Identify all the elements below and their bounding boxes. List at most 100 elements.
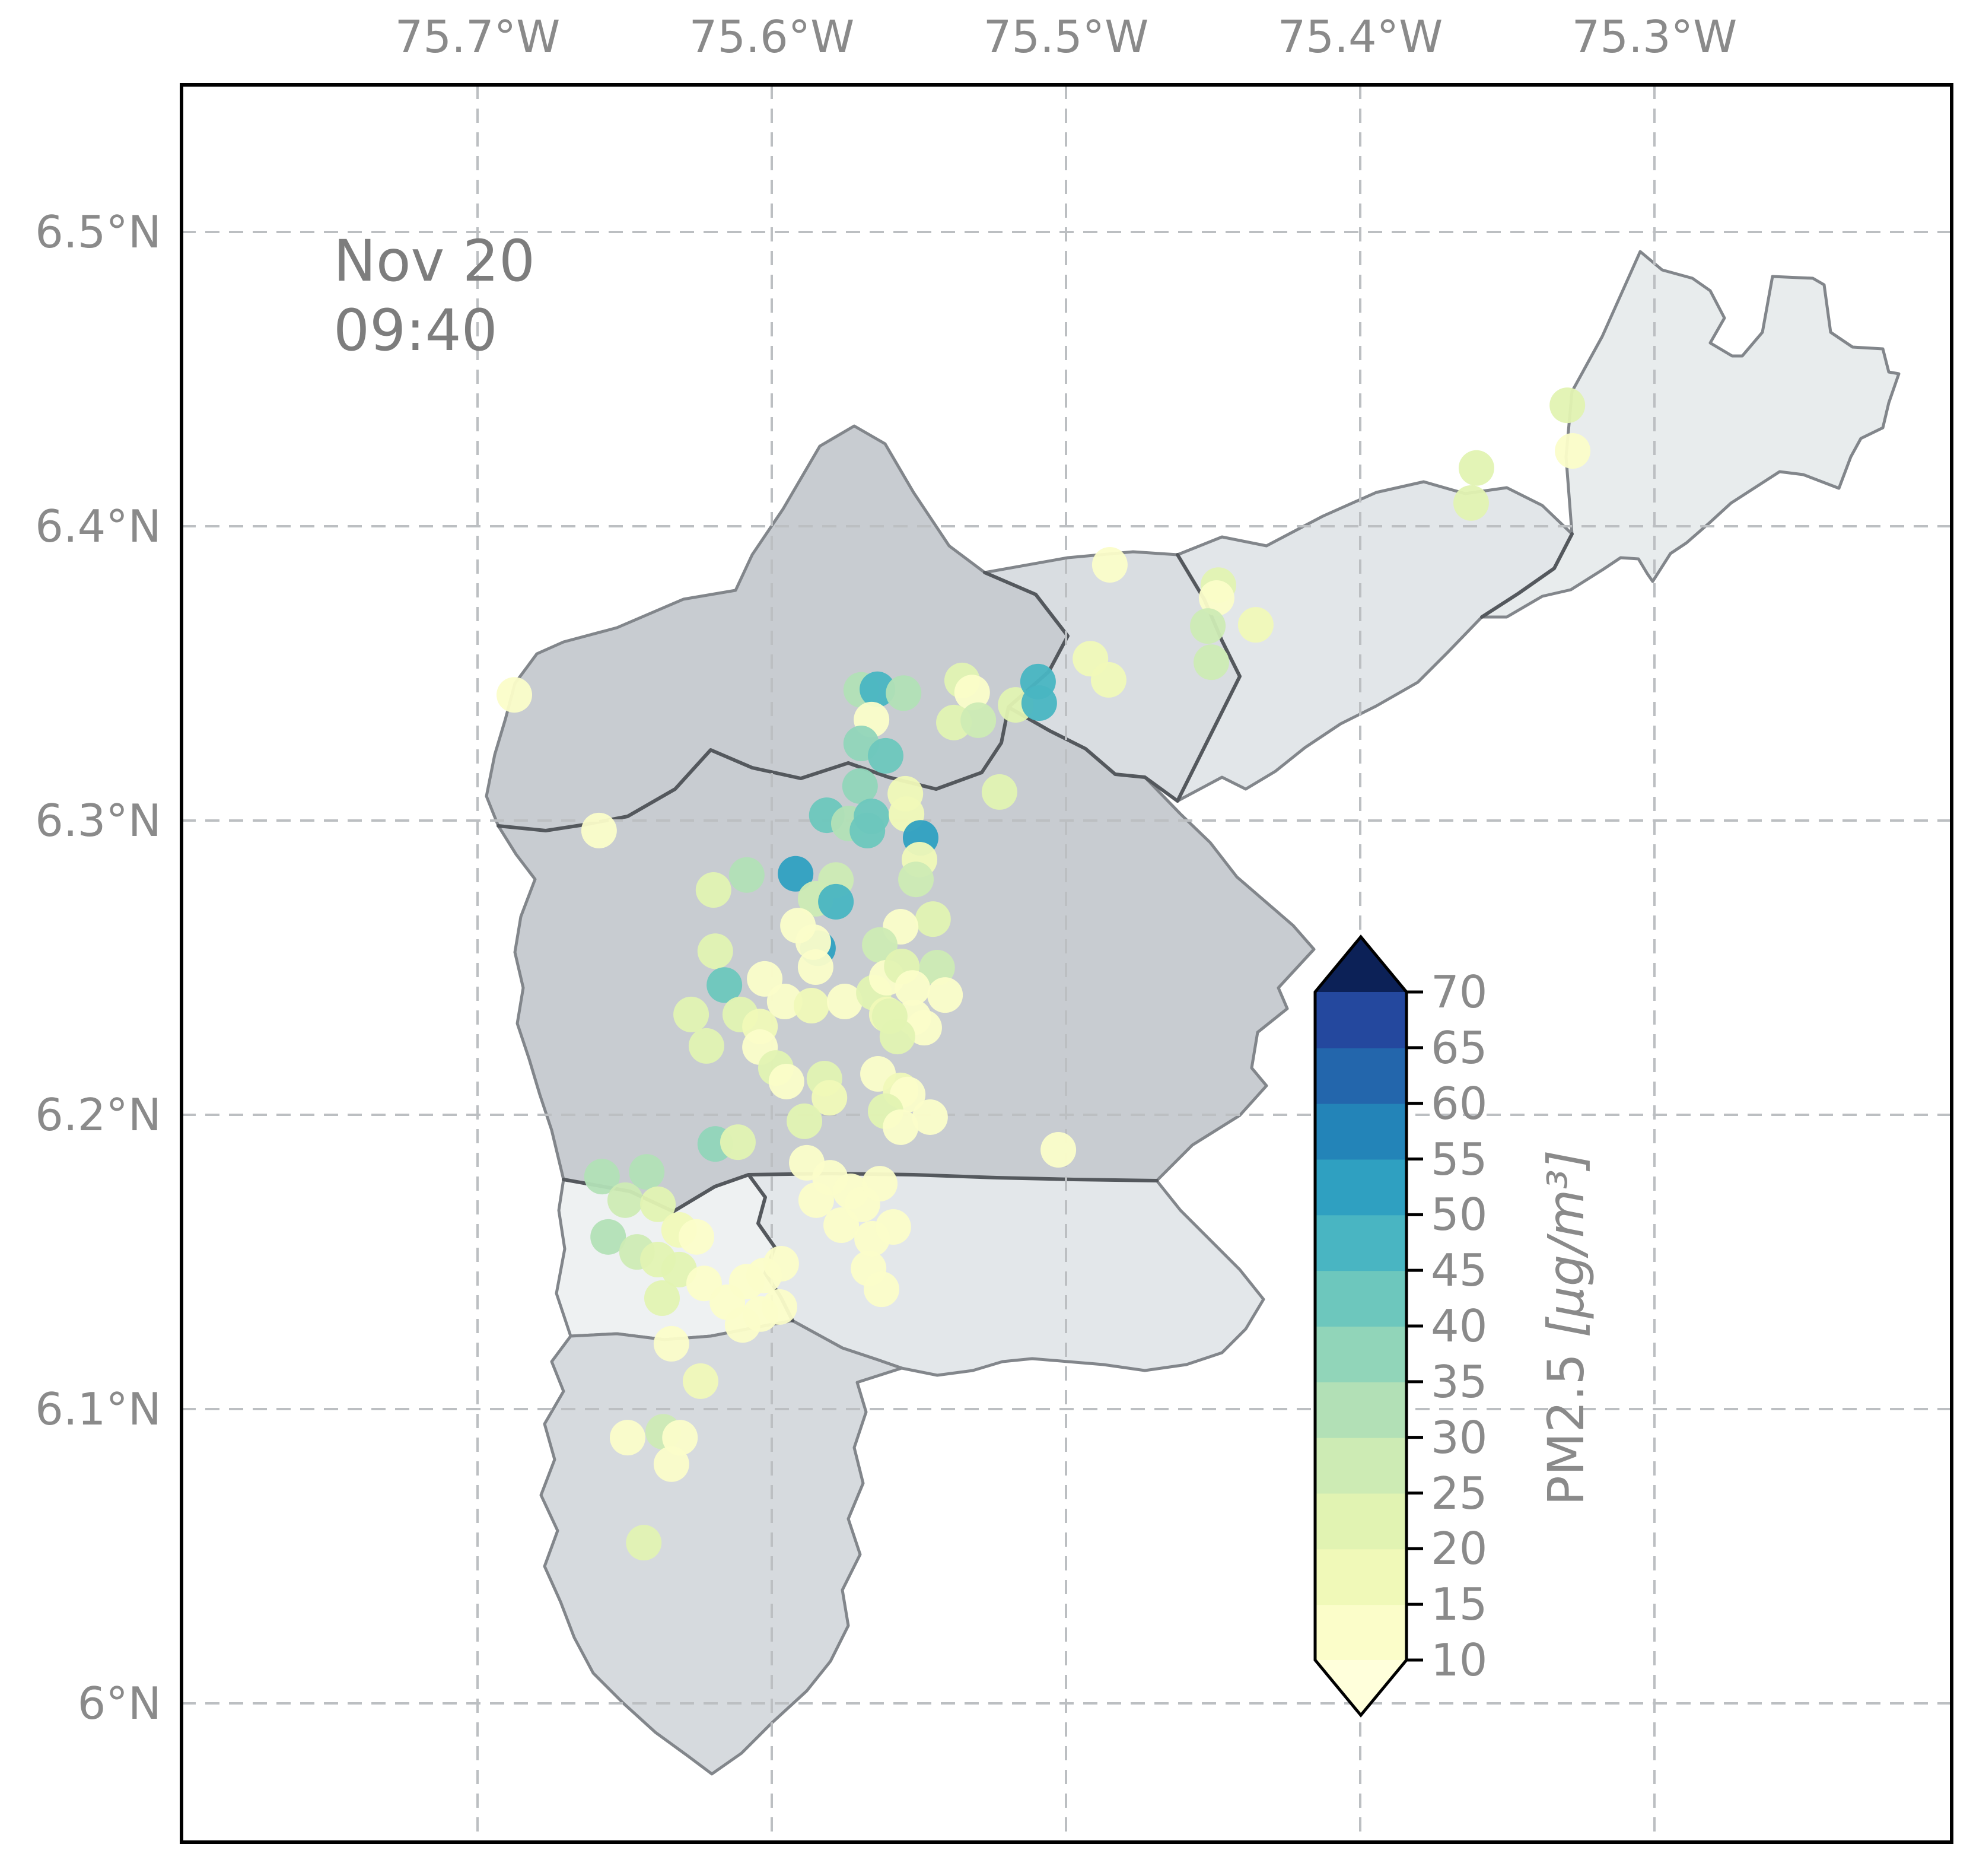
y-tick-label-6.2°N: 6.2°N <box>35 1089 161 1141</box>
colorbar-segment-7 <box>1315 1214 1406 1271</box>
y-tick-label-6.4°N: 6.4°N <box>35 500 161 552</box>
pm25-station-dot-65 <box>787 1103 823 1139</box>
region-girardota <box>1176 480 1574 803</box>
pm25-station-dot-48 <box>697 933 733 969</box>
colorbar-label-units: [μg/m³] <box>1537 1150 1595 1338</box>
colorbar-segment-11 <box>1315 992 1406 1048</box>
x-tick-label-75.3°W: 75.3°W <box>1571 11 1737 63</box>
colorbar-tick-label-60: 60 <box>1431 1077 1488 1130</box>
pm25-station-dot-62 <box>768 1063 804 1099</box>
pm25-station-dot-100 <box>607 1182 643 1218</box>
pm25-station-dot-115 <box>761 1289 797 1325</box>
pm25-station-dot-17 <box>1021 685 1057 721</box>
pm25-station-dot-29 <box>1237 607 1274 643</box>
colorbar-segment-0 <box>1315 1604 1406 1661</box>
pm25-station-dot-31 <box>1549 387 1586 424</box>
pm25-station-dot-117 <box>653 1325 689 1362</box>
pm25-station-dot-83 <box>883 1109 919 1145</box>
pm25-station-dot-33 <box>1458 450 1494 486</box>
colorbar-tick-label-15: 15 <box>1431 1578 1488 1631</box>
y-tick-label-6°N: 6°N <box>77 1677 161 1729</box>
pm25-station-dot-28 <box>1190 608 1226 644</box>
pm25-station-dot-97 <box>864 1271 900 1308</box>
pm25-station-dot-78 <box>906 1010 942 1046</box>
y-tick-label-6.5°N: 6.5°N <box>35 206 161 258</box>
pm25-station-dot-44 <box>797 949 833 985</box>
pm25-station-dot-10 <box>849 812 886 848</box>
x-tick-label-75.5°W: 75.5°W <box>983 11 1149 63</box>
colorbar-tick-label-25: 25 <box>1431 1467 1488 1519</box>
pm25-station-dot-1 <box>860 671 896 707</box>
region-south-band <box>539 1319 903 1776</box>
y-tick-label-6.1°N: 6.1°N <box>35 1383 161 1435</box>
pm25-station-dot-122 <box>653 1446 689 1482</box>
colorbar-label-quantity: PM2.5 <box>1537 1337 1595 1506</box>
pm25-station-dot-102 <box>590 1219 626 1255</box>
x-tick-label-75.7°W: 75.7°W <box>394 11 561 63</box>
pm25-station-dot-36 <box>728 857 765 893</box>
pm25-station-dot-70 <box>862 927 898 963</box>
pm25-station-dot-35 <box>695 872 731 908</box>
pm25-station-dot-6 <box>842 768 878 804</box>
pm25-station-dot-67 <box>720 1124 756 1160</box>
pm25-station-dot-37 <box>778 856 814 892</box>
pm25-station-dot-85 <box>497 677 532 713</box>
pm25-station-dot-84 <box>581 812 617 848</box>
pm25-station-dot-47 <box>898 861 934 898</box>
pm25-station-dot-53 <box>766 984 803 1020</box>
pm25-station-dot-25 <box>1091 546 1128 583</box>
pm25-station-dot-90 <box>798 1182 834 1218</box>
plot-frame <box>180 83 1953 1844</box>
pm25-station-dot-73 <box>919 950 955 985</box>
colorbar-tick-label-45: 45 <box>1431 1244 1488 1297</box>
timestamp-overlay: Nov 20 09:40 <box>333 227 535 365</box>
pm25-station-dot-86 <box>1040 1132 1077 1168</box>
colorbar-segment-10 <box>1315 1047 1406 1104</box>
pm25-station-dot-99 <box>629 1154 665 1190</box>
colorbar-tick-label-70: 70 <box>1431 966 1488 1018</box>
colorbar-tick-label-40: 40 <box>1431 1300 1488 1352</box>
colorbar-segment-5 <box>1315 1326 1406 1382</box>
border-medellin-copacabana <box>1007 705 1179 803</box>
pm25-station-dot-93 <box>862 1166 898 1202</box>
pm25-station-dot-118 <box>682 1363 718 1399</box>
pm25-station-dot-54 <box>793 987 829 1023</box>
border-girardota-barbosa <box>1480 532 1574 619</box>
colorbar-tick-label-50: 50 <box>1431 1188 1488 1241</box>
x-tick-label-75.4°W: 75.4°W <box>1277 11 1443 63</box>
region-bello <box>485 424 1070 832</box>
colorbar-tick-label-35: 35 <box>1431 1355 1488 1408</box>
pm25-station-dot-58 <box>673 996 709 1032</box>
colorbar-axis-label: PM2.5 [μg/m³] <box>1537 1150 1595 1506</box>
pm25-station-dot-34 <box>1453 485 1489 521</box>
x-tick-label-75.6°W: 75.6°W <box>689 11 855 63</box>
pm25-station-dot-106 <box>679 1219 715 1255</box>
pm25-station-dot-113 <box>763 1245 799 1282</box>
colorbar-under-arrow <box>1315 1660 1406 1715</box>
colorbar-segment-2 <box>1315 1493 1406 1550</box>
pm25-station-dot-59 <box>688 1028 724 1064</box>
pm25-station-dot-2 <box>886 675 922 711</box>
pm25-station-dot-82 <box>912 1099 948 1135</box>
pm25-station-dot-64 <box>812 1080 848 1116</box>
pm25-station-dot-123 <box>626 1525 662 1561</box>
colorbar-tick-label-30: 30 <box>1431 1411 1488 1464</box>
pm25-station-dot-95 <box>875 1209 911 1245</box>
colorbar-segment-8 <box>1315 1159 1406 1216</box>
colorbar-tick-label-20: 20 <box>1431 1522 1488 1575</box>
pm25-station-dot-27 <box>1198 580 1234 616</box>
pm25-station-dot-18 <box>981 774 1017 810</box>
colorbar-tick-label-10: 10 <box>1431 1634 1488 1686</box>
colorbar-over-arrow <box>1315 937 1406 992</box>
pm25-station-dot-79 <box>879 1019 915 1055</box>
pm25-station-dot-101 <box>640 1186 676 1222</box>
pm25-station-dot-49 <box>707 967 743 1003</box>
pm25-station-dot-55 <box>827 984 863 1020</box>
pm25-station-dot-30 <box>1194 644 1230 681</box>
colorbar-segment-1 <box>1315 1549 1406 1605</box>
colorbar-segment-4 <box>1315 1381 1406 1438</box>
pm25-station-dot-24 <box>1090 662 1126 698</box>
pm25-station-dot-74 <box>895 970 931 1006</box>
